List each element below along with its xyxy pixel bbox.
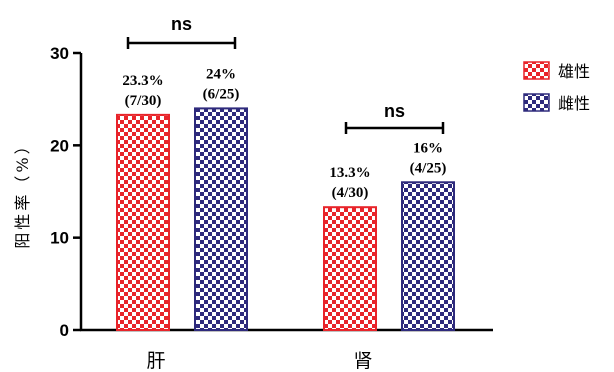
data-label: 13.3% [329,165,370,181]
legend-label: 雄性 [558,62,590,81]
legend-swatch [523,93,550,112]
significance-label: ns [171,14,192,34]
bar [116,113,170,332]
x-tick-label: 肝 [146,350,165,372]
bar [323,206,377,332]
y-tick-label: 20 [50,136,69,155]
y-tick-label: 30 [50,44,69,63]
bar [401,181,455,331]
y-tick-label: 10 [50,229,69,248]
y-axis-title: 阳性率（%） [13,135,32,248]
legend-swatch [523,61,550,80]
y-tick-label: 0 [60,321,69,340]
data-label: 23.3% [122,73,163,89]
data-label: 16% [413,140,443,156]
data-label-count: (6/25) [203,86,240,102]
significance-label: ns [384,101,405,121]
legend-label: 雌性 [558,94,590,113]
x-tick-label: 肾 [353,350,372,372]
data-label: 24% [206,66,236,82]
data-label-count: (4/30) [332,185,369,201]
data-label-count: (4/25) [410,160,447,176]
data-label-count: (7/30) [125,93,162,109]
bar [194,107,248,332]
